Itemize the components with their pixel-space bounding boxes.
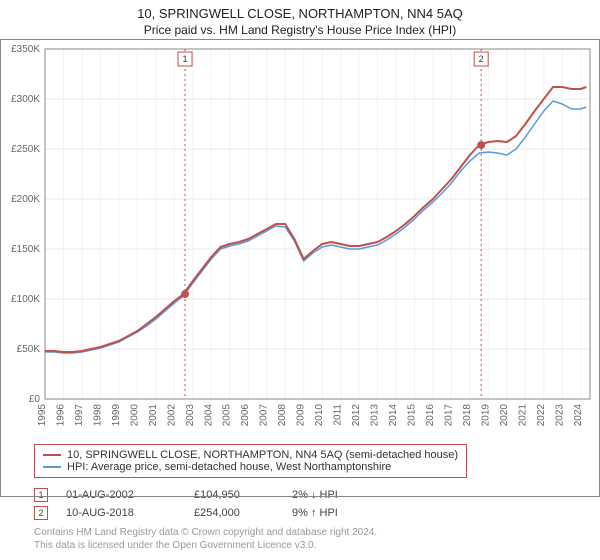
svg-text:£100K: £100K xyxy=(11,294,40,305)
page-title: 10, SPRINGWELL CLOSE, NORTHAMPTON, NN4 5… xyxy=(0,6,600,21)
svg-text:2018: 2018 xyxy=(462,404,473,427)
svg-text:2015: 2015 xyxy=(406,404,417,427)
svg-text:2017: 2017 xyxy=(443,404,454,427)
svg-text:2000: 2000 xyxy=(129,404,140,427)
svg-text:1: 1 xyxy=(183,54,188,64)
svg-text:2008: 2008 xyxy=(277,404,288,427)
svg-text:2010: 2010 xyxy=(314,404,325,427)
svg-text:2: 2 xyxy=(479,54,484,64)
transaction-badge: 2 xyxy=(34,506,48,520)
svg-text:£150K: £150K xyxy=(11,244,40,255)
svg-text:2011: 2011 xyxy=(333,404,344,426)
svg-text:1999: 1999 xyxy=(111,404,122,427)
svg-text:2021: 2021 xyxy=(517,404,528,427)
chart-svg: £0 £50K £100K £150K £200K £250K £300K £350K 1995… xyxy=(0,39,600,497)
svg-text:2005: 2005 xyxy=(222,404,233,427)
svg-text:1996: 1996 xyxy=(55,404,66,427)
credits-line-2: This data is licensed under the Open Gov… xyxy=(34,539,590,552)
svg-text:1997: 1997 xyxy=(74,404,85,427)
svg-text:2013: 2013 xyxy=(370,404,381,427)
svg-text:2023: 2023 xyxy=(554,404,565,427)
transaction-pct: 9% ↑ HPI xyxy=(292,507,402,519)
transaction-date: 10-AUG-2018 xyxy=(66,507,176,519)
transaction-row: 2 10-AUG-2018 £254,000 9% ↑ HPI xyxy=(34,504,590,522)
svg-text:2006: 2006 xyxy=(240,404,251,427)
svg-text:2019: 2019 xyxy=(480,404,491,427)
svg-text:2012: 2012 xyxy=(351,404,362,427)
svg-text:2009: 2009 xyxy=(296,404,307,427)
transaction-price: £254,000 xyxy=(194,507,274,519)
svg-text:1995: 1995 xyxy=(37,404,48,427)
svg-text:2016: 2016 xyxy=(425,404,436,427)
price-chart: £0 £50K £100K £150K £200K £250K £300K £350K 1995… xyxy=(0,39,600,438)
svg-text:£0: £0 xyxy=(29,394,41,405)
svg-text:2004: 2004 xyxy=(203,404,214,427)
svg-text:2020: 2020 xyxy=(499,404,510,427)
credits: Contains HM Land Registry data © Crown c… xyxy=(34,526,590,552)
page-subtitle: Price paid vs. HM Land Registry's House … xyxy=(0,21,600,37)
svg-text:£250K: £250K xyxy=(11,144,40,155)
svg-text:2014: 2014 xyxy=(388,404,399,427)
svg-text:2001: 2001 xyxy=(148,404,159,427)
svg-text:1998: 1998 xyxy=(92,404,103,427)
svg-text:2022: 2022 xyxy=(536,404,547,427)
svg-text:2002: 2002 xyxy=(166,404,177,427)
svg-text:2024: 2024 xyxy=(573,404,584,427)
credits-line-1: Contains HM Land Registry data © Crown c… xyxy=(34,526,590,539)
svg-text:2003: 2003 xyxy=(185,404,196,427)
svg-text:£200K: £200K xyxy=(11,194,40,205)
svg-text:2007: 2007 xyxy=(259,404,270,427)
svg-text:£300K: £300K xyxy=(11,94,40,105)
svg-text:£50K: £50K xyxy=(17,344,41,355)
svg-text:£350K: £350K xyxy=(11,44,40,55)
